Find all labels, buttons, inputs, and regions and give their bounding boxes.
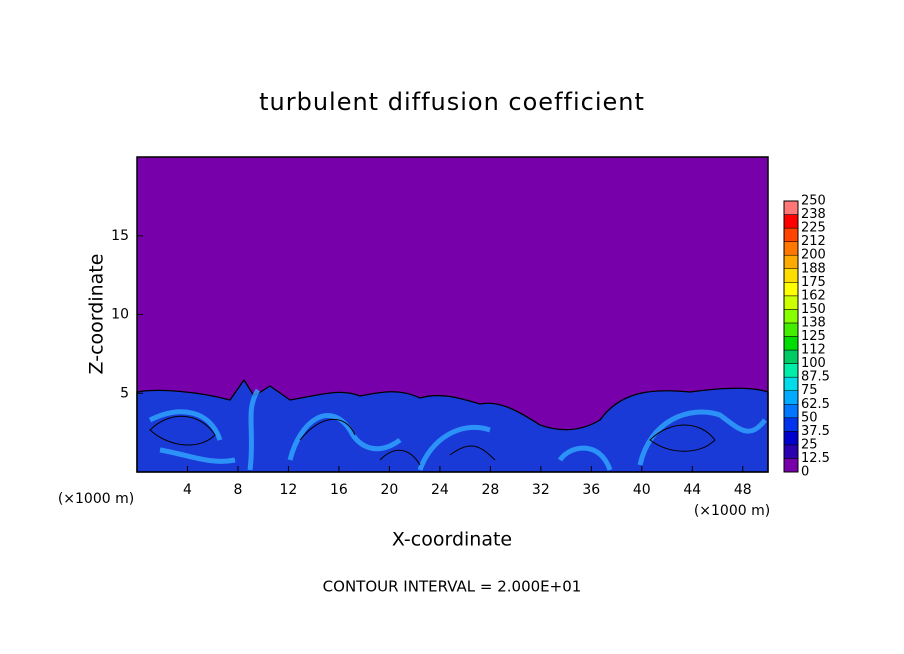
x-tick-label: 48 (734, 482, 752, 498)
x-tick-label: 4 (183, 482, 192, 498)
colorbar-swatch (783, 214, 799, 229)
colorbar-label: 212 (801, 234, 826, 249)
x-tick-label: 36 (582, 482, 600, 498)
colorbar-swatch (783, 227, 799, 242)
colorbar-swatch (783, 390, 799, 405)
x-unit-label: (×1000 m) (694, 503, 770, 519)
x-tick-label: 24 (431, 482, 449, 498)
colorbar-label: 150 (801, 302, 826, 317)
colorbar-label: 50 (801, 410, 818, 425)
colorbar-label: 162 (801, 288, 826, 303)
colorbar-swatch (783, 282, 799, 297)
colorbar-label: 138 (801, 315, 826, 330)
colorbar-swatch (783, 376, 799, 391)
x-tick-label: 40 (633, 482, 651, 498)
y-tick-label: 10 (111, 307, 129, 323)
colorbar-label: 238 (801, 207, 826, 222)
y-tick-label: 5 (120, 385, 129, 401)
x-tick-label: 28 (481, 482, 499, 498)
colorbar-swatch (783, 295, 799, 310)
x-tick-label: 8 (233, 482, 242, 498)
colorbar-swatch (783, 431, 799, 446)
colorbar-label: 12.5 (801, 451, 830, 466)
colorbar-swatch (783, 254, 799, 269)
colorbar-swatch (783, 268, 799, 283)
footnote: CONTOUR INTERVAL = 2.000E+01 (323, 578, 582, 596)
chart-title: turbulent diffusion coefficient (259, 88, 645, 116)
colorbar-swatch (783, 363, 799, 378)
colorbar-label: 37.5 (801, 424, 830, 439)
colorbar-swatch (783, 309, 799, 324)
colorbar-label: 112 (801, 343, 826, 358)
x-tick-label: 20 (380, 482, 398, 498)
x-tick-label: 12 (280, 482, 298, 498)
x-axis-label: X-coordinate (392, 529, 512, 551)
colorbar-label: 62.5 (801, 397, 830, 412)
colorbar-swatch (783, 458, 799, 473)
colorbar-label: 87.5 (801, 370, 830, 385)
y-axis-label: Z-coordinate (86, 254, 108, 375)
colorbar-frame (783, 200, 799, 473)
contour-field (136, 156, 769, 473)
colorbar-swatch (783, 200, 799, 215)
contour-lines (149, 415, 716, 466)
colorbar-label: 125 (801, 329, 826, 344)
colorbar-label: 75 (801, 383, 818, 398)
x-tick-label: 32 (532, 482, 550, 498)
colorbar-label: 225 (801, 221, 826, 236)
colorbar-label: 188 (801, 261, 826, 276)
colorbar-swatch (783, 241, 799, 256)
colorbar-swatch (783, 404, 799, 419)
colorbar-label: 25 (801, 437, 818, 452)
colorbar-swatch (783, 444, 799, 459)
streaks (148, 388, 767, 471)
colorbar-swatch (783, 417, 799, 432)
x-tick-label: 16 (330, 482, 348, 498)
colorbar-swatch (783, 322, 799, 337)
colorbar-label: 0 (801, 465, 809, 480)
colorbar-label: 250 (801, 194, 826, 209)
x-unit-label: (×1000 m) (58, 491, 134, 507)
colorbar-swatch (783, 336, 799, 351)
colorbar-label: 200 (801, 248, 826, 263)
x-tick-label: 44 (683, 482, 701, 498)
colorbar-label: 100 (801, 356, 826, 371)
colorbar-swatch (783, 349, 799, 364)
colorbar-label: 175 (801, 275, 826, 290)
y-tick-label: 15 (111, 228, 129, 244)
